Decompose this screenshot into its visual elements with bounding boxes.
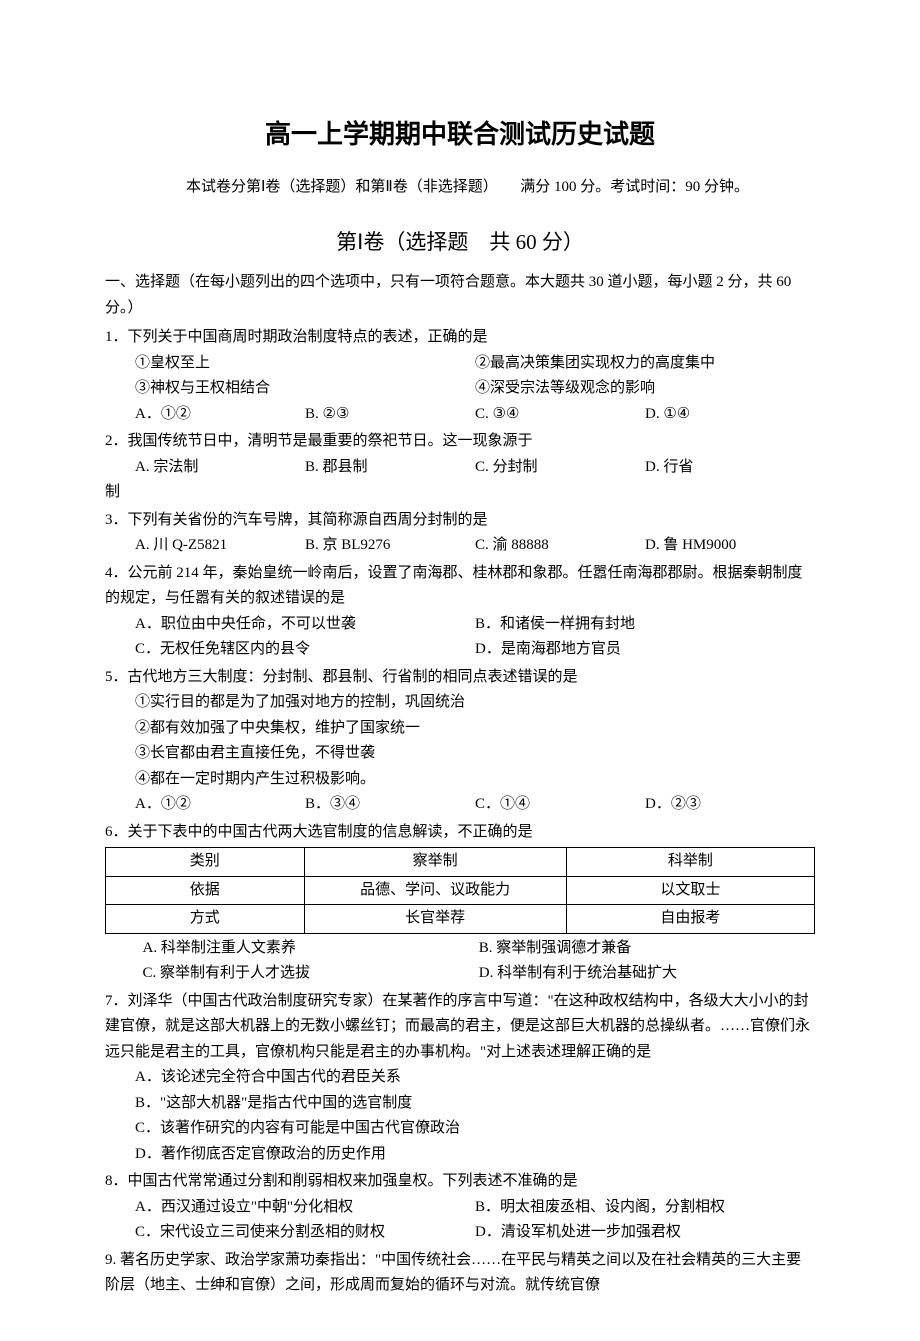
q4-opt-a: A．职位由中央任命，不可以世袭 <box>135 612 475 638</box>
q7-opt-d: D．著作彻底否定官僚政治的历史作用 <box>105 1142 815 1168</box>
q1-opt-a: A．①② <box>135 402 305 428</box>
q3-opt-a: A. 川 Q-Z5821 <box>135 533 305 559</box>
q2-opt-d: D. 行省 <box>645 455 815 481</box>
question-9: 9. 著名历史学家、政治学家萧功秦指出："中国传统社会……在平民与精英之间以及在… <box>105 1248 815 1299</box>
q1-stem: 1．下列关于中国商周时期政治制度特点的表述，正确的是 <box>105 325 815 351</box>
q1-sub4: ④深受宗法等级观念的影响 <box>475 376 655 402</box>
exam-title: 高一上学期期中联合测试历史试题 <box>105 115 815 154</box>
q8-opt-b: B．明太祖废丞相、设内阁，分割相权 <box>475 1195 725 1221</box>
q8-opt-c: C．宋代设立三司使来分割丞相的财权 <box>135 1220 475 1246</box>
question-4: 4．公元前 214 年，秦始皇统一岭南后，设置了南海郡、桂林郡和象郡。任嚣任南海… <box>105 561 815 663</box>
q5-sub3: ③长官都由君主直接任免，不得世袭 <box>105 741 815 767</box>
q4-stem: 4．公元前 214 年，秦始皇统一岭南后，设置了南海郡、桂林郡和象郡。任嚣任南海… <box>105 561 815 612</box>
q1-opt-c: C. ③④ <box>475 402 645 428</box>
q9-stem: 9. 著名历史学家、政治学家萧功秦指出："中国传统社会……在平民与精英之间以及在… <box>105 1248 815 1299</box>
cell: 类别 <box>106 848 305 877</box>
cell: 品德、学问、议政能力 <box>304 876 566 905</box>
q1-sub2: ②最高决策集团实现权力的高度集中 <box>475 351 715 377</box>
question-8: 8．中国古代常常通过分割和削弱相权来加强皇权。下列表述不准确的是 A．西汉通过设… <box>105 1169 815 1246</box>
q6-stem: 6．关于下表中的中国古代两大选官制度的信息解读，不正确的是 <box>105 820 815 846</box>
cell: 长官举荐 <box>304 905 566 934</box>
q2-tail: 制 <box>105 480 815 506</box>
q7-opt-b: B．"这部大机器"是指古代中国的选官制度 <box>105 1091 815 1117</box>
q6-opt-d: D. 科举制有利于统治基础扩大 <box>479 961 677 987</box>
q2-opt-a: A. 宗法制 <box>135 455 305 481</box>
question-2: 2．我国传统节日中，清明节是最重要的祭祀节日。这一现象源于 A. 宗法制 B. … <box>105 429 815 506</box>
q1-opt-b: B. ②③ <box>305 402 475 428</box>
q3-opt-b: B. 京 BL9276 <box>305 533 475 559</box>
section-title: 第Ⅰ卷（选择题 共 60 分） <box>105 227 815 259</box>
table-row: 依据 品德、学问、议政能力 以文取士 <box>106 876 815 905</box>
q6-table: 类别 察举制 科举制 依据 品德、学问、议政能力 以文取士 方式 长官举荐 自由… <box>105 847 815 934</box>
q5-opt-d: D．②③ <box>645 792 815 818</box>
cell: 科举制 <box>566 848 814 877</box>
q5-opt-c: C．①④ <box>475 792 645 818</box>
q8-stem: 8．中国古代常常通过分割和削弱相权来加强皇权。下列表述不准确的是 <box>105 1169 815 1195</box>
q2-opt-b: B. 郡县制 <box>305 455 475 481</box>
q2-opt-c: C. 分封制 <box>475 455 645 481</box>
q1-sub3: ③神权与王权相结合 <box>135 376 475 402</box>
q5-sub1: ①实行目的都是为了加强对地方的控制，巩固统治 <box>105 690 815 716</box>
q5-sub4: ④都在一定时期内产生过积极影响。 <box>105 767 815 793</box>
exam-subtitle: 本试卷分第Ⅰ卷（选择题）和第Ⅱ卷（非选择题） 满分 100 分。考试时间：90 … <box>105 176 815 199</box>
q8-opt-d: D．清设军机处进一步加强君权 <box>475 1220 681 1246</box>
q8-opt-a: A．西汉通过设立"中朝"分化相权 <box>135 1195 475 1221</box>
cell: 自由报考 <box>566 905 814 934</box>
question-5: 5．古代地方三大制度：分封制、郡县制、行省制的相同点表述错误的是 ①实行目的都是… <box>105 665 815 818</box>
q5-sub2: ②都有效加强了中央集权，维护了国家统一 <box>105 716 815 742</box>
q5-stem: 5．古代地方三大制度：分封制、郡县制、行省制的相同点表述错误的是 <box>105 665 815 691</box>
q3-stem: 3．下列有关省份的汽车号牌，其简称源自西周分封制的是 <box>105 508 815 534</box>
table-row: 类别 察举制 科举制 <box>106 848 815 877</box>
q1-opt-d: D. ①④ <box>645 402 815 428</box>
q2-stem: 2．我国传统节日中，清明节是最重要的祭祀节日。这一现象源于 <box>105 429 815 455</box>
q4-opt-d: D．是南海郡地方官员 <box>475 637 621 663</box>
question-7: 7．刘泽华（中国古代政治制度研究专家）在某著作的序言中写道："在这种政权结构中，… <box>105 989 815 1168</box>
cell: 依据 <box>106 876 305 905</box>
q7-stem: 7．刘泽华（中国古代政治制度研究专家）在某著作的序言中写道："在这种政权结构中，… <box>105 989 815 1066</box>
q5-opt-a: A．①② <box>135 792 305 818</box>
question-6: 6．关于下表中的中国古代两大选官制度的信息解读，不正确的是 类别 察举制 科举制… <box>105 820 815 987</box>
table-row: 方式 长官举荐 自由报考 <box>106 905 815 934</box>
q1-sub1: ①皇权至上 <box>135 351 475 377</box>
q4-opt-b: B．和诸侯一样拥有封地 <box>475 612 635 638</box>
q3-opt-c: C. 渝 88888 <box>475 533 645 559</box>
cell: 方式 <box>106 905 305 934</box>
question-1: 1．下列关于中国商周时期政治制度特点的表述，正确的是 ①皇权至上 ②最高决策集团… <box>105 325 815 427</box>
q7-opt-a: A．该论述完全符合中国古代的君臣关系 <box>105 1065 815 1091</box>
q6-opt-a: A. 科举制注重人文素养 <box>143 936 479 962</box>
q6-opt-b: B. 察举制强调德才兼备 <box>479 936 632 962</box>
q4-opt-c: C．无权任免辖区内的县令 <box>135 637 475 663</box>
q6-opt-c: C. 察举制有利于人才选拔 <box>143 961 479 987</box>
q3-opt-d: D. 鲁 HM9000 <box>645 533 815 559</box>
cell: 察举制 <box>304 848 566 877</box>
question-3: 3．下列有关省份的汽车号牌，其简称源自西周分封制的是 A. 川 Q-Z5821 … <box>105 508 815 559</box>
q5-opt-b: B．③④ <box>305 792 475 818</box>
section-instructions: 一、选择题（在每小题列出的四个选项中，只有一项符合题意。本大题共 30 道小题，… <box>105 270 815 321</box>
cell: 以文取士 <box>566 876 814 905</box>
q7-opt-c: C．该著作研究的内容有可能是中国古代官僚政治 <box>105 1116 815 1142</box>
